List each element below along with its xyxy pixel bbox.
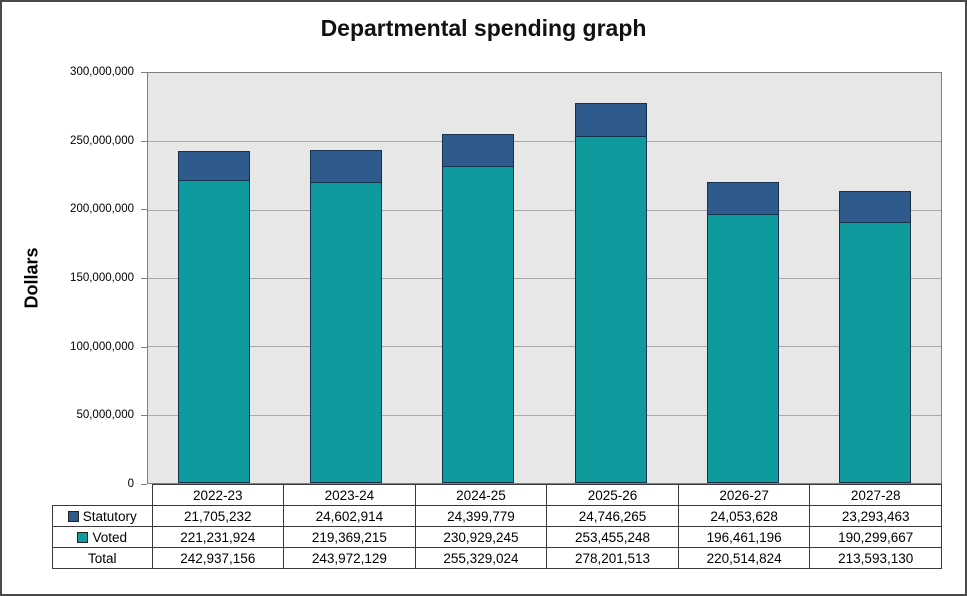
stacked-bar [706, 73, 779, 483]
value-cell: 213,593,130 [809, 547, 942, 569]
year-header-cell: 2023-24 [283, 484, 416, 506]
table-header-row: 2022-23 2023-24 2024-25 2025-26 2026-27 2027-… [53, 484, 942, 506]
table-header: 2022-23 2023-24 2024-25 2025-26 2026-27 2027-… [53, 484, 942, 506]
y-tick-mark [141, 140, 147, 142]
year-header-cell: 2022-23 [151, 484, 285, 506]
value-cell: 219,369,215 [283, 526, 416, 548]
y-tick-label: 200,000,000 [70, 203, 134, 216]
value-cell: 196,461,196 [677, 526, 811, 548]
gridline [148, 278, 941, 279]
bar-segment-voted [838, 222, 911, 483]
plot-area [147, 72, 942, 484]
year-header-cell: 2026-27 [677, 484, 811, 506]
gridline [148, 414, 941, 416]
bar-group [412, 73, 544, 483]
y-tick-mark [141, 72, 147, 73]
value-cell: 221,231,924 [151, 526, 285, 548]
bar-segment-voted [574, 136, 647, 483]
bar-segment-voted [178, 180, 251, 483]
bar-group [280, 73, 412, 483]
value-cell: 21,705,232 [151, 505, 285, 527]
y-tick-label: 50,000,000 [76, 409, 134, 422]
y-axis-ticks: 0 50,000,000 100,000,000 150,000,000 200,000… [2, 66, 147, 490]
bar-segment-statutory [838, 191, 911, 223]
table-corner-cell [53, 485, 153, 506]
row-label-text: Total [87, 550, 117, 566]
bar-segment-statutory [706, 181, 779, 215]
value-cell: 23,293,463 [809, 505, 942, 527]
bar-group [677, 73, 809, 483]
y-tick-label: 150,000,000 [70, 272, 134, 284]
y-tick-label: 250,000,000 [70, 134, 134, 147]
value-cell: 278,201,513 [546, 547, 679, 569]
stacked-bar [178, 73, 251, 483]
gridlines [148, 73, 941, 483]
year-header-cell: 2025-26 [546, 484, 679, 506]
bars-container [148, 73, 941, 483]
y-tick-label: 300,000,000 [70, 66, 134, 78]
bar-group [545, 73, 677, 483]
row-label-text: Voted [92, 529, 128, 545]
value-cell: 255,329,024 [414, 547, 548, 569]
value-cell: 242,937,156 [151, 547, 285, 569]
value-cell: 230,929,245 [414, 526, 548, 548]
y-tick-label: 0 [127, 478, 134, 490]
row-label-text: Statutory [82, 508, 137, 524]
chart-title: Departmental spending graph [320, 15, 647, 41]
y-tick-mark [141, 209, 147, 211]
bar-group [148, 73, 280, 483]
legend-swatch-voted [77, 531, 89, 543]
bar-segment-statutory [574, 102, 647, 137]
gridline [148, 141, 941, 143]
value-cell: 243,972,129 [283, 547, 416, 569]
row-label-statutory: Statutory [52, 505, 153, 527]
value-cell: 253,455,248 [546, 526, 679, 548]
row-label-voted: Voted [52, 526, 153, 548]
data-table: 2022-23 2023-24 2024-25 2025-26 2026-27 2027-… [52, 484, 942, 569]
y-tick-mark [141, 346, 147, 348]
gridline [148, 209, 941, 211]
y-tick-mark [141, 415, 147, 417]
stacked-bar [838, 73, 911, 483]
gridline [148, 346, 941, 348]
table-row: Voted 221,231,924 219,369,215 230,929,245 25… [52, 526, 942, 548]
table-row: Total 242,937,156 243,972,129 255,329,024 27… [52, 547, 942, 569]
bar-segment-voted [706, 214, 779, 483]
bar-segment-statutory [310, 149, 383, 184]
value-cell: 24,053,628 [677, 505, 811, 527]
y-tick-label: 100,000,000 [70, 340, 134, 353]
stacked-bar [574, 73, 647, 483]
bar-group [809, 73, 941, 483]
year-header-cell: 2024-25 [414, 484, 548, 506]
stacked-bar [310, 73, 383, 483]
bar-segment-voted [310, 183, 383, 483]
table-row: Statutory 21,705,232 24,602,914 24,399,779 2… [52, 505, 942, 527]
value-cell: 220,514,824 [677, 547, 811, 569]
bar-segment-statutory [178, 151, 251, 181]
value-cell: 24,602,914 [283, 505, 416, 527]
value-cell: 24,746,265 [546, 505, 679, 527]
y-tick-mark [141, 484, 147, 485]
stacked-bar [442, 73, 515, 483]
value-cell: 24,399,779 [414, 505, 548, 527]
row-label-total: Total [52, 547, 153, 569]
bar-segment-voted [442, 167, 515, 483]
year-header-cell: 2027-28 [809, 484, 942, 506]
value-cell: 190,299,667 [809, 526, 942, 548]
legend-swatch-statutory [67, 510, 79, 522]
bar-segment-statutory [442, 134, 515, 168]
table-body: Statutory 21,705,232 24,602,914 24,399,779 2… [52, 505, 942, 569]
y-tick-mark [141, 278, 147, 279]
